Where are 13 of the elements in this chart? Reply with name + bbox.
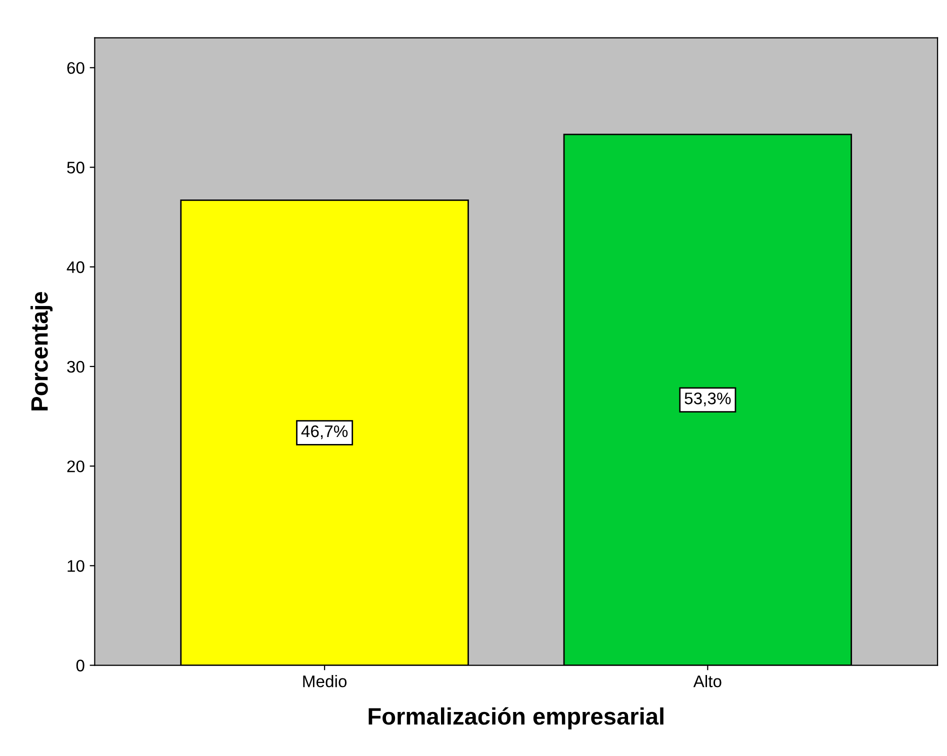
data-label: 53,3% bbox=[684, 392, 731, 406]
y-axis-title: Porcentaje bbox=[30, 292, 53, 410]
y-tick-label: 40 bbox=[66, 261, 84, 274]
x-tick-label: Alto bbox=[693, 675, 722, 688]
y-tick-label: 0 bbox=[76, 660, 84, 672]
data-label: 46,7% bbox=[301, 425, 348, 440]
x-axis-title: Formalización empresarial bbox=[368, 707, 664, 730]
y-tick-label: 50 bbox=[67, 162, 84, 174]
y-tick-label: 20 bbox=[67, 460, 84, 472]
y-tick-label: 30 bbox=[67, 360, 84, 373]
x-tick-label: Medio bbox=[303, 675, 347, 688]
y-tick-label: 10 bbox=[68, 560, 84, 572]
y-tick-label: 60 bbox=[67, 62, 84, 74]
